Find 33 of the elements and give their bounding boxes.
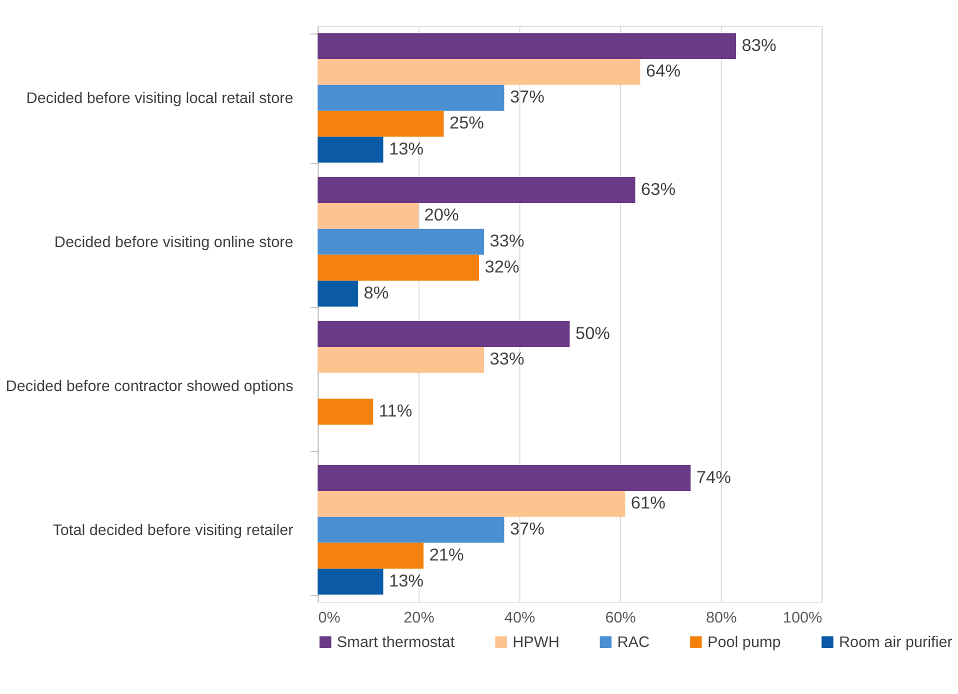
data-label: 21%: [429, 544, 464, 565]
data-label: 61%: [630, 492, 666, 513]
data-label: 83%: [742, 34, 776, 55]
x-tick-label: 80%: [706, 609, 738, 626]
data-label: 64%: [646, 60, 681, 81]
data-label: 13%: [389, 570, 424, 590]
data-label: 13%: [389, 138, 424, 158]
legend-label: HPWH: [512, 634, 560, 651]
x-tick-label: 0%: [318, 609, 341, 626]
data-label: 33%: [490, 230, 524, 251]
data-label: 32%: [484, 256, 520, 277]
y-tick-label: Decided before visiting online store: [54, 234, 294, 252]
legend-label: Pool pump: [707, 634, 781, 651]
legend-label: Smart thermostat: [336, 634, 456, 651]
data-label: 8%: [364, 282, 389, 302]
y-tick-label: Total decided before visiting retailer: [52, 522, 294, 540]
y-tick-label: Decided before contractor showed options: [6, 378, 294, 396]
legend-label: Room air purifier: [838, 634, 952, 651]
data-label: 63%: [640, 178, 676, 199]
data-label: 50%: [575, 322, 610, 343]
x-tick-label: 20%: [404, 609, 435, 626]
x-tick-label: 100%: [782, 609, 823, 626]
data-label: 37%: [510, 86, 545, 107]
data-label: 20%: [424, 204, 459, 225]
data-label: 37%: [510, 518, 545, 539]
legend-label: RAC: [617, 634, 650, 651]
data-label: 33%: [490, 348, 524, 369]
y-tick-label: Decided before visiting local retail store: [26, 90, 294, 108]
x-tick-label: 60%: [605, 609, 636, 626]
x-tick-label: 40%: [504, 609, 536, 626]
data-label: 11%: [378, 400, 412, 421]
data-label: 25%: [449, 112, 484, 133]
data-label: 74%: [696, 466, 731, 487]
